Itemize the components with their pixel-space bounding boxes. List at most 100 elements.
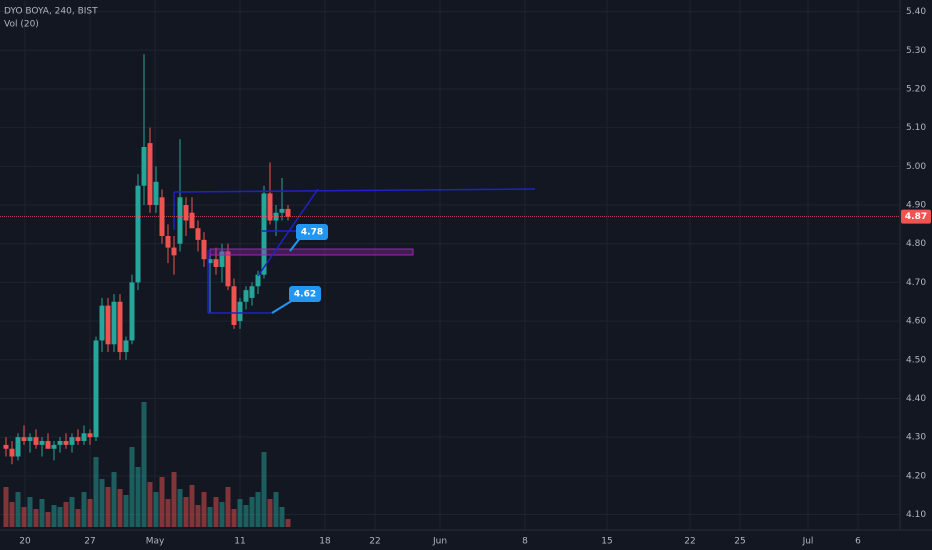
volume-bar	[69, 497, 75, 527]
volume-bar	[39, 499, 45, 527]
candle-body	[27, 437, 33, 442]
volume-bars	[3, 402, 291, 527]
y-tick-label: 4.60	[906, 317, 926, 327]
candle-body	[87, 433, 93, 438]
candle-body	[129, 282, 135, 341]
candle-body	[279, 208, 285, 213]
x-tick-label: 22	[684, 537, 695, 547]
candle-body	[69, 437, 75, 445]
x-tick-label: 25	[734, 537, 745, 547]
volume-bar	[123, 495, 129, 527]
volume-bar	[87, 499, 93, 527]
volume-bar	[21, 507, 27, 527]
y-tick-label: 4.20	[906, 471, 926, 481]
x-tick-label: 27	[84, 537, 95, 547]
candle-body	[183, 205, 189, 221]
price-tags: 4.87 4.78 4.62	[271, 209, 931, 314]
candle-body	[57, 441, 63, 445]
candle-body	[15, 437, 21, 457]
y-tick-label: 5.30	[906, 46, 926, 56]
volume-bar	[255, 492, 261, 527]
y-tick-label: 4.30	[906, 433, 926, 443]
volume-bar	[93, 457, 99, 527]
candle-body	[147, 143, 153, 206]
y-tick-label: 4.50	[906, 355, 926, 365]
candle-body	[285, 208, 291, 217]
callout-pointer	[271, 299, 294, 314]
volume-bar	[15, 492, 21, 527]
x-tick-label: 20	[19, 537, 31, 547]
volume-bar	[183, 497, 189, 527]
x-tick-label: 11	[234, 537, 245, 547]
candle-body	[255, 274, 261, 287]
volume-bar	[249, 497, 255, 527]
candle-body	[219, 251, 225, 267]
candle-body	[75, 437, 81, 442]
candle-body	[171, 247, 177, 256]
candle-body	[111, 301, 117, 345]
y-tick-label: 5.20	[906, 84, 926, 94]
callout-pointer	[289, 237, 301, 252]
candle-body	[207, 259, 213, 264]
x-tick-label: Jun	[432, 537, 447, 547]
volume-bar	[279, 507, 285, 527]
candle-body	[189, 212, 195, 229]
x-tick-label: 6	[855, 537, 861, 547]
x-tick-label: 8	[522, 537, 528, 547]
volume-bar	[9, 502, 15, 527]
volume-bar	[237, 499, 243, 527]
volume-bar	[243, 505, 249, 527]
volume-bar	[3, 487, 9, 527]
volume-bar	[225, 487, 231, 527]
trend-line	[257, 188, 319, 277]
price-axis	[900, 0, 932, 530]
candle-body	[135, 185, 141, 283]
candle-body	[51, 444, 57, 449]
y-tick-label: 5.00	[906, 162, 926, 172]
volume-bar	[135, 467, 141, 527]
y-tick-label: 4.40	[906, 394, 926, 404]
candle-body	[261, 193, 267, 275]
candle-body	[267, 193, 273, 221]
volume-bar	[207, 507, 213, 527]
candle-body	[123, 340, 129, 353]
chart-title: DYO BOYA, 240, BIST	[4, 7, 98, 17]
candle-body	[243, 290, 249, 302]
volume-bar	[63, 502, 69, 527]
volume-bar	[75, 509, 81, 527]
volume-bar	[213, 497, 219, 527]
callout-box	[296, 224, 328, 240]
volume-bar	[153, 492, 159, 527]
volume-bar	[195, 505, 201, 527]
candle-body	[99, 305, 105, 341]
candle-body	[33, 437, 39, 445]
volume-bar	[81, 492, 87, 527]
y-tick-label: 5.40	[906, 7, 926, 17]
volume-bar	[261, 452, 267, 527]
y-tick-label: 4.80	[906, 239, 926, 249]
callout-label: 4.78	[301, 228, 323, 238]
x-tick-label: May	[146, 537, 165, 547]
candle-body	[117, 301, 123, 353]
candle-body	[177, 197, 183, 244]
volume-bar	[141, 402, 147, 527]
volume-bar	[51, 505, 57, 527]
candle-body	[141, 147, 147, 186]
volume-bar	[165, 499, 171, 527]
candle-body	[165, 235, 171, 248]
volume-bar	[57, 507, 63, 527]
volume-bar	[33, 509, 39, 527]
zone-rectangle	[209, 248, 414, 256]
candle-body	[201, 239, 207, 260]
candle-body	[249, 286, 255, 298]
volume-bar	[231, 509, 237, 527]
candle-body	[231, 286, 237, 325]
callout-label: 4.62	[294, 290, 316, 300]
x-tick-label: 15	[601, 537, 612, 547]
volume-bar	[273, 492, 279, 527]
y-tick-label: 4.70	[906, 278, 926, 288]
y-tick-label: 4.10	[906, 510, 926, 520]
y-tick-label: 5.10	[906, 123, 926, 133]
candle-body	[93, 340, 99, 438]
volume-bar	[285, 519, 291, 527]
